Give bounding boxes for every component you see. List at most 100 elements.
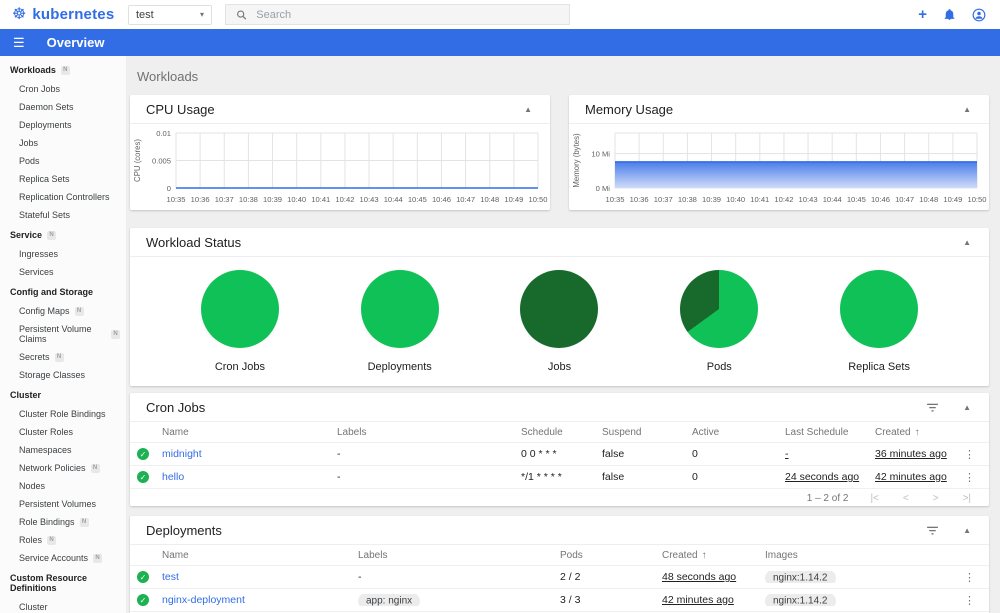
first-page-icon[interactable]: |<: [870, 493, 879, 504]
sidebar-item-cron-jobs[interactable]: Cron Jobs: [0, 80, 126, 98]
relative-time[interactable]: -: [785, 448, 789, 460]
table-header-row: Name Labels Schedule Suspend Active Last Sche…: [130, 422, 989, 443]
resource-name-link[interactable]: test: [162, 571, 179, 583]
sidebar-item-label: Pods: [19, 156, 40, 166]
sidebar-item-deployments[interactable]: Deployments: [0, 116, 126, 134]
notifications-bell-icon[interactable]: [943, 8, 956, 21]
column-header-labels[interactable]: Labels: [358, 550, 560, 561]
create-resource-button[interactable]: +: [918, 6, 927, 23]
column-header-last-schedule[interactable]: Last Schedule: [785, 427, 875, 438]
sidebar-item-jobs[interactable]: Jobs: [0, 134, 126, 152]
filter-icon[interactable]: [926, 402, 939, 413]
sidebar-section-service[interactable]: Service N: [0, 224, 126, 245]
next-page-icon[interactable]: >: [932, 493, 939, 504]
sidebar-section-workloads[interactable]: Workloads N: [0, 59, 126, 80]
search-input[interactable]: [256, 8, 559, 21]
sidebar-item-cluster[interactable]: Cluster: [0, 598, 126, 613]
row-menu-kebab-icon[interactable]: ⋮: [964, 471, 975, 484]
relative-time[interactable]: 42 minutes ago: [662, 594, 734, 606]
column-header-label: Schedule: [521, 426, 563, 438]
relative-time[interactable]: 24 seconds ago: [785, 471, 860, 483]
cron-jobs-pagination: 1 – 2 of 2 |< < > >|: [130, 489, 989, 508]
sidebar-item-persistent-volumes[interactable]: Persistent Volumes: [0, 495, 126, 513]
sidebar-item-ingresses[interactable]: Ingresses: [0, 245, 126, 263]
collapse-caret-icon[interactable]: ▲: [963, 237, 971, 247]
sidebar-item-service-accounts[interactable]: Service Accounts N: [0, 549, 126, 567]
column-header-created[interactable]: Created ↑: [875, 427, 962, 438]
column-header-schedule[interactable]: Schedule: [521, 427, 602, 438]
sidebar-item-role-bindings[interactable]: Role Bindings N: [0, 513, 126, 531]
column-header-suspend[interactable]: Suspend: [602, 427, 692, 438]
sidebar-item-replication-controllers[interactable]: Replication Controllers: [0, 188, 126, 206]
relative-time[interactable]: 42 minutes ago: [875, 471, 947, 483]
workload-pie-cron-jobs[interactable]: Cron Jobs: [180, 270, 300, 373]
sidebar-item-label: Services: [19, 267, 54, 277]
sidebar-item-label: Secrets: [19, 352, 50, 362]
sidebar-item-roles[interactable]: Roles N: [0, 531, 126, 549]
column-header-active[interactable]: Active: [692, 427, 785, 438]
sidebar-item-storage-classes[interactable]: Storage Classes: [0, 366, 126, 384]
row-menu-kebab-icon[interactable]: ⋮: [964, 448, 975, 461]
resource-name-link[interactable]: midnight: [162, 448, 202, 460]
menu-hamburger-icon[interactable]: ☰: [13, 34, 25, 50]
sidebar-item-pods[interactable]: Pods: [0, 152, 126, 170]
cron-jobs-card: Cron Jobs ▲ Name Labels Schedule Suspend Act…: [130, 393, 989, 506]
sidebar-item-replica-sets[interactable]: Replica Sets: [0, 170, 126, 188]
sidebar-item-nodes[interactable]: Nodes: [0, 477, 126, 495]
sidebar-section-config-and-storage[interactable]: Config and Storage: [0, 281, 126, 302]
collapse-caret-icon[interactable]: ▲: [963, 402, 971, 412]
sidebar-item-persistent-volume-claims[interactable]: Persistent Volume Claims N: [0, 320, 126, 348]
resource-name-link[interactable]: nginx-deployment: [162, 594, 245, 606]
relative-time[interactable]: 36 minutes ago: [875, 448, 947, 460]
prev-page-icon[interactable]: <: [902, 493, 909, 504]
sidebar-item-secrets[interactable]: Secrets N: [0, 348, 126, 366]
last-page-icon[interactable]: >|: [962, 493, 971, 504]
cell-value: false: [602, 448, 625, 460]
kubernetes-logo[interactable]: ☸ kubernetes: [0, 6, 116, 23]
sidebar-item-cluster-roles[interactable]: Cluster Roles: [0, 423, 126, 441]
sidebar-item-services[interactable]: Services: [0, 263, 126, 281]
status-ok-icon: ✓: [137, 448, 149, 460]
workload-pie-pods[interactable]: Pods: [659, 270, 779, 373]
column-header-pods[interactable]: Pods: [560, 550, 662, 561]
row-menu-kebab-icon[interactable]: ⋮: [964, 594, 975, 607]
cell-created: 48 seconds ago: [662, 571, 765, 583]
column-header-name[interactable]: Name: [162, 550, 358, 561]
workload-pie-jobs[interactable]: Jobs: [499, 270, 619, 373]
collapse-caret-icon[interactable]: ▲: [524, 104, 532, 114]
filter-icon[interactable]: [926, 525, 939, 536]
workload-pie-deployments[interactable]: Deployments: [340, 270, 460, 373]
search-box[interactable]: [225, 4, 570, 25]
column-header-labels[interactable]: Labels: [337, 427, 521, 438]
sidebar-item-stateful-sets[interactable]: Stateful Sets: [0, 206, 126, 224]
svg-text:10:43: 10:43: [799, 195, 818, 204]
column-header-name[interactable]: Name: [162, 427, 337, 438]
namespace-selector[interactable]: test ▾: [128, 4, 212, 25]
resource-name-link[interactable]: hello: [162, 471, 185, 483]
collapse-caret-icon[interactable]: ▲: [963, 104, 971, 114]
sidebar-section-custom-resource-definitions[interactable]: Custom Resource Definitions: [0, 567, 126, 598]
column-header-label: Labels: [337, 426, 367, 438]
pagination-range: 1 – 2 of 2: [806, 493, 849, 504]
relative-time[interactable]: 48 seconds ago: [662, 571, 737, 583]
status-cell: ✓: [130, 448, 162, 460]
collapse-caret-icon[interactable]: ▲: [963, 525, 971, 535]
svg-text:10:36: 10:36: [191, 195, 210, 204]
column-header-label: Labels: [358, 549, 388, 561]
sidebar-item-network-policies[interactable]: Network Policies N: [0, 459, 126, 477]
sidebar-item-namespaces[interactable]: Namespaces: [0, 441, 126, 459]
row-menu-kebab-icon[interactable]: ⋮: [964, 571, 975, 584]
sidebar-item-daemon-sets[interactable]: Daemon Sets: [0, 98, 126, 116]
sidebar-item-label: Storage Classes: [19, 370, 86, 380]
cell-labels: app: nginx: [358, 594, 560, 606]
column-header-created[interactable]: Created ↑: [662, 550, 765, 561]
column-header-label: Name: [162, 549, 189, 561]
workload-pie-replica-sets[interactable]: Replica Sets: [819, 270, 939, 373]
sidebar-section-cluster[interactable]: Cluster: [0, 384, 126, 405]
sidebar-item-config-maps[interactable]: Config Maps N: [0, 302, 126, 320]
cell-name: test: [162, 571, 358, 583]
account-icon[interactable]: [972, 8, 986, 22]
sidebar-item-cluster-role-bindings[interactable]: Cluster Role Bindings: [0, 405, 126, 423]
column-header-images[interactable]: Images: [765, 550, 895, 561]
